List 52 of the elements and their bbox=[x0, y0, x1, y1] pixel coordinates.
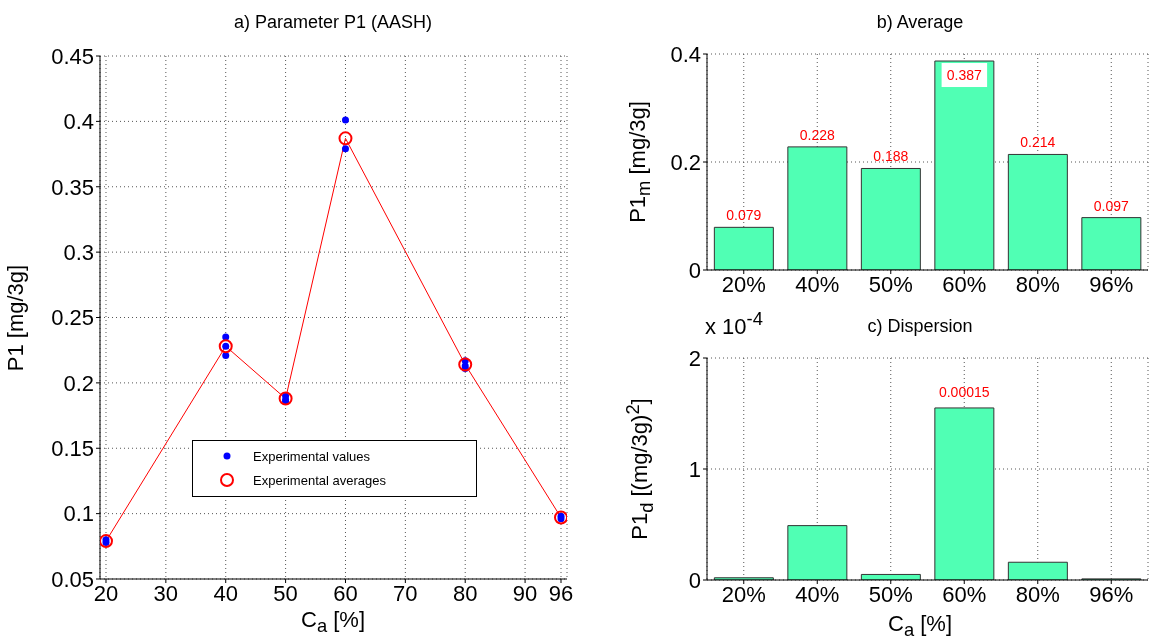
annotation: 0.00015 bbox=[938, 383, 990, 400]
x-tick-label: 90 bbox=[512, 580, 538, 606]
x-tick-label: 80 bbox=[452, 580, 478, 606]
y-tick-label: 0.1 bbox=[63, 501, 94, 527]
x-tick-label: 40% bbox=[795, 581, 840, 607]
chart-title: a) Parameter P1 (AASH) bbox=[233, 11, 433, 33]
y-tick-label: 0.35 bbox=[51, 174, 94, 200]
text: x 10$^{-4}$ bbox=[705, 308, 763, 340]
chart-title: b) Average bbox=[876, 11, 964, 33]
y-tick-label: 1 bbox=[688, 456, 701, 482]
y-tick-label: 0.3 bbox=[63, 239, 94, 265]
x-tick-label: 20 bbox=[93, 580, 119, 606]
y-axis-title: P1 [mg/3g] bbox=[3, 264, 29, 372]
x-tick-label: 96% bbox=[1089, 581, 1134, 607]
x-tick-label: 80% bbox=[1015, 581, 1060, 607]
x-tick-label: 50% bbox=[868, 271, 913, 297]
x-tick-label: 60% bbox=[942, 271, 987, 297]
chart-title: c) Dispersion bbox=[867, 315, 973, 337]
legend-label: Experimental values bbox=[253, 448, 371, 464]
x-tick-label: 50 bbox=[273, 580, 298, 606]
data-label: 0.188 bbox=[873, 148, 909, 165]
x-tick-label: 70 bbox=[393, 580, 418, 606]
x-tick-label: 20% bbox=[721, 271, 766, 297]
data-label: 0.214 bbox=[1020, 134, 1056, 151]
x-tick-label: 60 bbox=[333, 580, 358, 606]
data-label: 0.387 bbox=[946, 67, 983, 84]
x-axis-title: C$_{a}$ [%] bbox=[301, 606, 365, 638]
y-tick-label: 2 bbox=[688, 345, 701, 371]
x-tick-label: 50% bbox=[868, 581, 913, 607]
x-tick-label: 20% bbox=[721, 581, 766, 607]
x-axis-title: C$_{a}$ [%] bbox=[888, 610, 952, 642]
x-tick-label: 60% bbox=[942, 581, 987, 607]
y-tick-label: 0.2 bbox=[63, 370, 94, 396]
data-label: 0.228 bbox=[799, 126, 836, 143]
y-tick-label: 0.2 bbox=[670, 149, 701, 175]
y-tick-label: 0.25 bbox=[51, 305, 94, 331]
data-label: 0.079 bbox=[726, 207, 762, 224]
legend-label: Experimental averages bbox=[253, 472, 386, 488]
y-tick-label: 0.15 bbox=[51, 436, 94, 462]
x-tick-label: 96 bbox=[548, 580, 574, 606]
x-tick-label: 40% bbox=[795, 271, 840, 297]
x-tick-label: 80% bbox=[1015, 271, 1060, 297]
y-tick-label: 0.4 bbox=[63, 109, 94, 135]
x-tick-label: 40 bbox=[213, 580, 238, 606]
y-tick-label: 0.05 bbox=[51, 566, 94, 592]
data-label: 0.097 bbox=[1093, 197, 1130, 214]
x-tick-label: 96% bbox=[1089, 271, 1134, 297]
x-tick-label: 30 bbox=[153, 580, 179, 606]
y-tick-label: 0 bbox=[688, 567, 701, 593]
y-tick-label: 0.4 bbox=[670, 41, 701, 67]
y-tick-label: 0 bbox=[688, 257, 701, 283]
y-tick-label: 0.45 bbox=[51, 43, 94, 69]
